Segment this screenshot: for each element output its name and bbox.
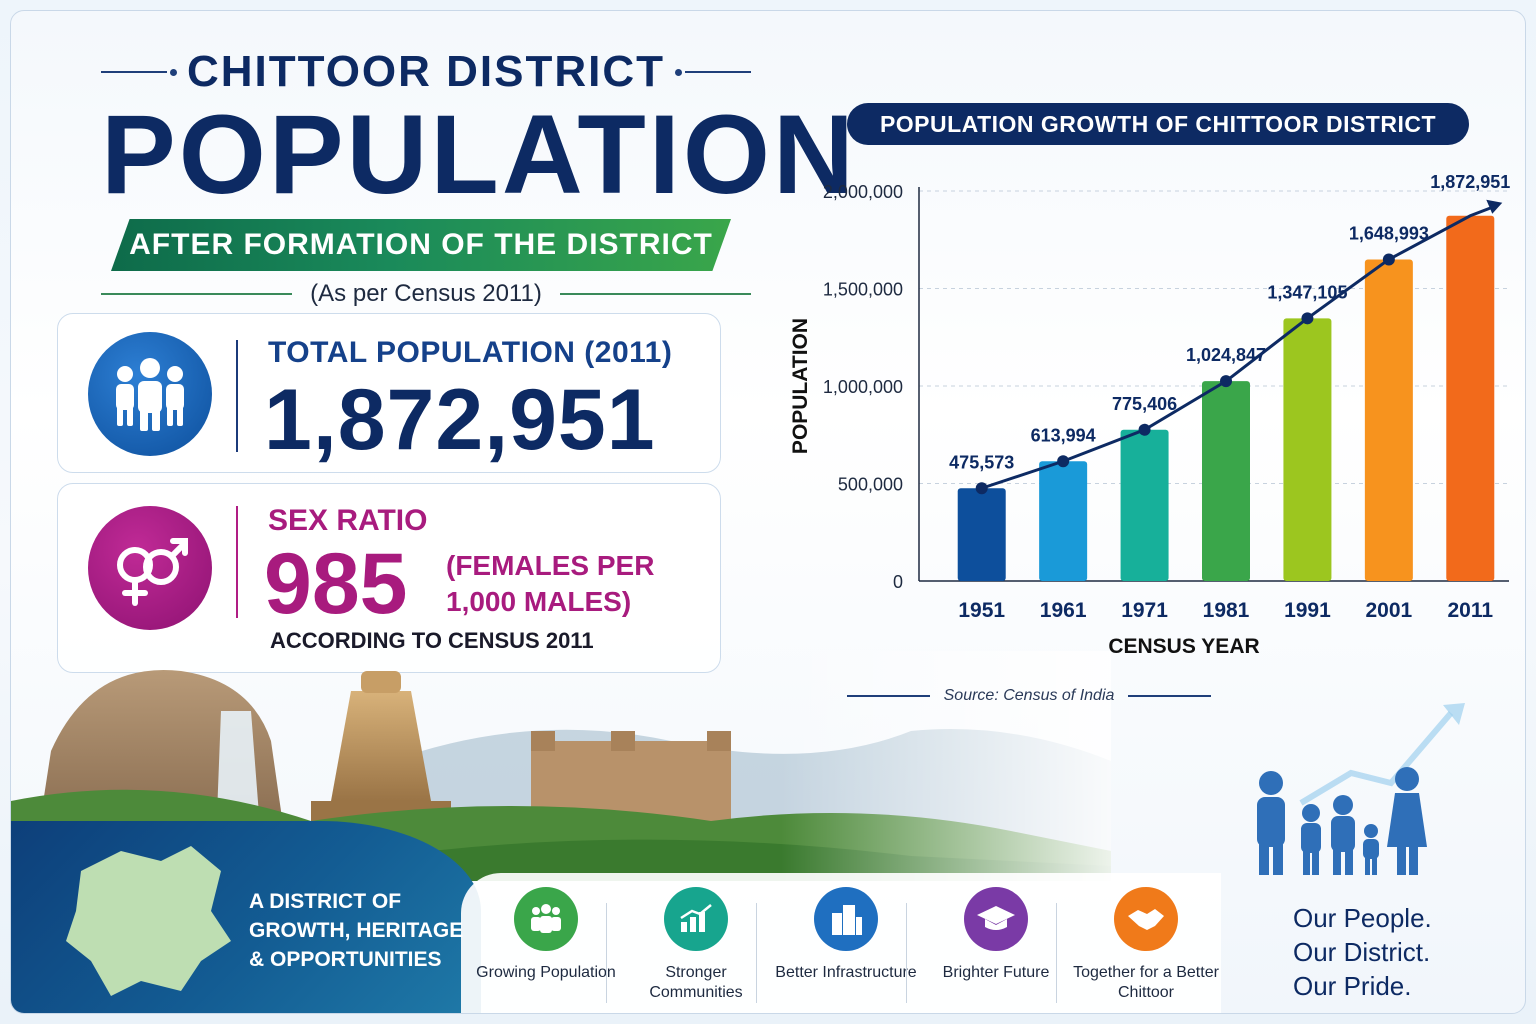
data-label: 1,648,993 bbox=[1349, 223, 1429, 243]
trend-line bbox=[981, 204, 1497, 490]
feature-label: Better Infrastructure bbox=[775, 964, 917, 981]
sex-ratio-card: SEX RATIO 985 (FEMALES PER 1,000 MALES) … bbox=[57, 483, 721, 673]
census-line-right bbox=[559, 293, 752, 295]
feature-together: Together for a Better Chittoor bbox=[1071, 887, 1221, 1003]
bar-1991 bbox=[1283, 318, 1332, 581]
x-tick-label: 1971 bbox=[1121, 599, 1168, 622]
people-group-icon bbox=[514, 887, 578, 951]
graduation-cap-icon bbox=[964, 887, 1028, 951]
subtitle-banner: AFTER FORMATION OF THE DISTRICT bbox=[111, 219, 731, 271]
kicker-line-left bbox=[101, 68, 177, 76]
trend-point bbox=[1220, 375, 1232, 388]
sex-ratio-label: SEX RATIO bbox=[268, 504, 428, 537]
source-line-left bbox=[847, 695, 930, 697]
data-label: 1,024,847 bbox=[1186, 345, 1266, 365]
infographic-frame: CHITTOOR DISTRICT POPULATION AFTER FORMA… bbox=[10, 10, 1526, 1014]
bar-1981 bbox=[1202, 381, 1250, 581]
feature-strip: Growing Population Stronger Communities … bbox=[461, 873, 1221, 1013]
bar-1971 bbox=[1120, 429, 1169, 581]
x-tick-label: 2011 bbox=[1448, 599, 1494, 622]
kicker-line-right bbox=[675, 68, 751, 76]
population-label: TOTAL POPULATION (2011) bbox=[268, 336, 673, 369]
x-tick-label: 1981 bbox=[1203, 599, 1250, 622]
y-tick-label: 500,000 bbox=[838, 475, 903, 495]
population-card: TOTAL POPULATION (2011) 1,872,951 bbox=[57, 313, 721, 473]
heritage-scenery-illustration bbox=[11, 651, 1111, 881]
feature-divider bbox=[606, 903, 607, 1003]
buildings-icon bbox=[814, 887, 878, 951]
kicker-title: CHITTOOR DISTRICT bbox=[186, 47, 666, 96]
x-tick-label: 1961 bbox=[1040, 599, 1087, 622]
x-tick-label: 2001 bbox=[1365, 599, 1412, 622]
motto-line-3: Our Pride. bbox=[1293, 971, 1412, 1001]
trend-point bbox=[1057, 455, 1070, 468]
chart-title: POPULATION GROWTH OF CHITTOOR DISTRICT bbox=[847, 103, 1469, 145]
bar-2001 bbox=[1364, 259, 1413, 581]
population-growth-chart: 0 500,000 1,000,000 1,500,000 2,000,000 1951 1… bbox=[789, 172, 1510, 658]
population-value: 1,872,951 bbox=[264, 372, 656, 468]
feature-label: Brighter Future bbox=[942, 964, 1050, 981]
motto-line-1: Our People. bbox=[1293, 903, 1432, 933]
district-map-panel bbox=[11, 821, 481, 1013]
bar-1951 bbox=[957, 488, 1006, 581]
feature-stronger-communities: Stronger Communities bbox=[621, 887, 771, 1003]
family-silhouette-illustration bbox=[1257, 703, 1465, 875]
trend-point bbox=[975, 482, 988, 495]
sex-ratio-value: 985 bbox=[264, 536, 408, 632]
y-tick-label: 1,500,000 bbox=[823, 280, 903, 300]
trend-arrowhead bbox=[1486, 199, 1503, 214]
x-tick-label: 1991 bbox=[1284, 599, 1331, 622]
sex-ratio-unit: (FEMALES PER 1,000 MALES) bbox=[446, 550, 655, 617]
feature-label: Growing Population bbox=[476, 964, 616, 981]
feature-label: Together for a Better Chittoor bbox=[1073, 964, 1219, 1001]
bar-1961 bbox=[1039, 461, 1088, 581]
y-tick-label: 0 bbox=[893, 572, 903, 592]
feature-growing-population: Growing Population bbox=[471, 887, 621, 983]
sex-ratio-divider bbox=[236, 506, 238, 618]
trend-point bbox=[1301, 312, 1314, 325]
kicker-row: CHITTOOR DISTRICT bbox=[101, 47, 751, 97]
data-label: 775,406 bbox=[1112, 394, 1177, 414]
feature-divider bbox=[906, 903, 907, 1003]
y-tick-label: 2,000,000 bbox=[823, 182, 903, 202]
feature-brighter-future: Brighter Future bbox=[921, 887, 1071, 983]
bar-2011 bbox=[1446, 215, 1495, 582]
y-axis-title: POPULATION bbox=[789, 318, 812, 454]
motto: Our People. Our District. Our Pride. bbox=[1293, 901, 1513, 1003]
handshake-icon bbox=[1114, 887, 1178, 951]
x-axis-title: CENSUS YEAR bbox=[1108, 635, 1259, 658]
feature-divider bbox=[756, 903, 757, 1003]
data-label: 1,347,105 bbox=[1267, 282, 1347, 302]
population-divider bbox=[236, 340, 238, 452]
data-label: 475,573 bbox=[949, 452, 1014, 472]
trend-point bbox=[1138, 423, 1151, 436]
y-tick-label: 1,000,000 bbox=[823, 377, 903, 397]
people-group-icon bbox=[88, 332, 212, 456]
source-line-right bbox=[1128, 695, 1212, 697]
census-line-left bbox=[101, 293, 293, 295]
feature-better-infrastructure: Better Infrastructure bbox=[771, 887, 921, 983]
main-title: POPULATION bbox=[101, 92, 857, 217]
motto-line-2: Our District. bbox=[1293, 937, 1431, 967]
x-tick-label: 1951 bbox=[958, 599, 1005, 622]
district-map-icon bbox=[66, 846, 231, 996]
district-tagline: A DISTRICT OF GROWTH, HERITAGE & OPPORTU… bbox=[249, 890, 464, 971]
census-note: (As per Census 2011) bbox=[310, 280, 542, 307]
data-label: 613,994 bbox=[1031, 425, 1096, 445]
gender-symbol-icon bbox=[88, 506, 212, 630]
chart-source: Source: Census of India bbox=[943, 687, 1115, 704]
feature-label: Stronger Communities bbox=[649, 964, 743, 1001]
trend-point bbox=[1382, 253, 1395, 266]
feature-divider bbox=[1056, 903, 1057, 1003]
sex-ratio-note: ACCORDING TO CENSUS 2011 bbox=[270, 628, 594, 653]
census-note-row: (As per Census 2011) bbox=[101, 273, 752, 315]
source-row: Source: Census of India bbox=[847, 683, 1212, 709]
data-label: 1,872,951 bbox=[1430, 172, 1510, 192]
bar-growth-icon bbox=[664, 887, 728, 951]
